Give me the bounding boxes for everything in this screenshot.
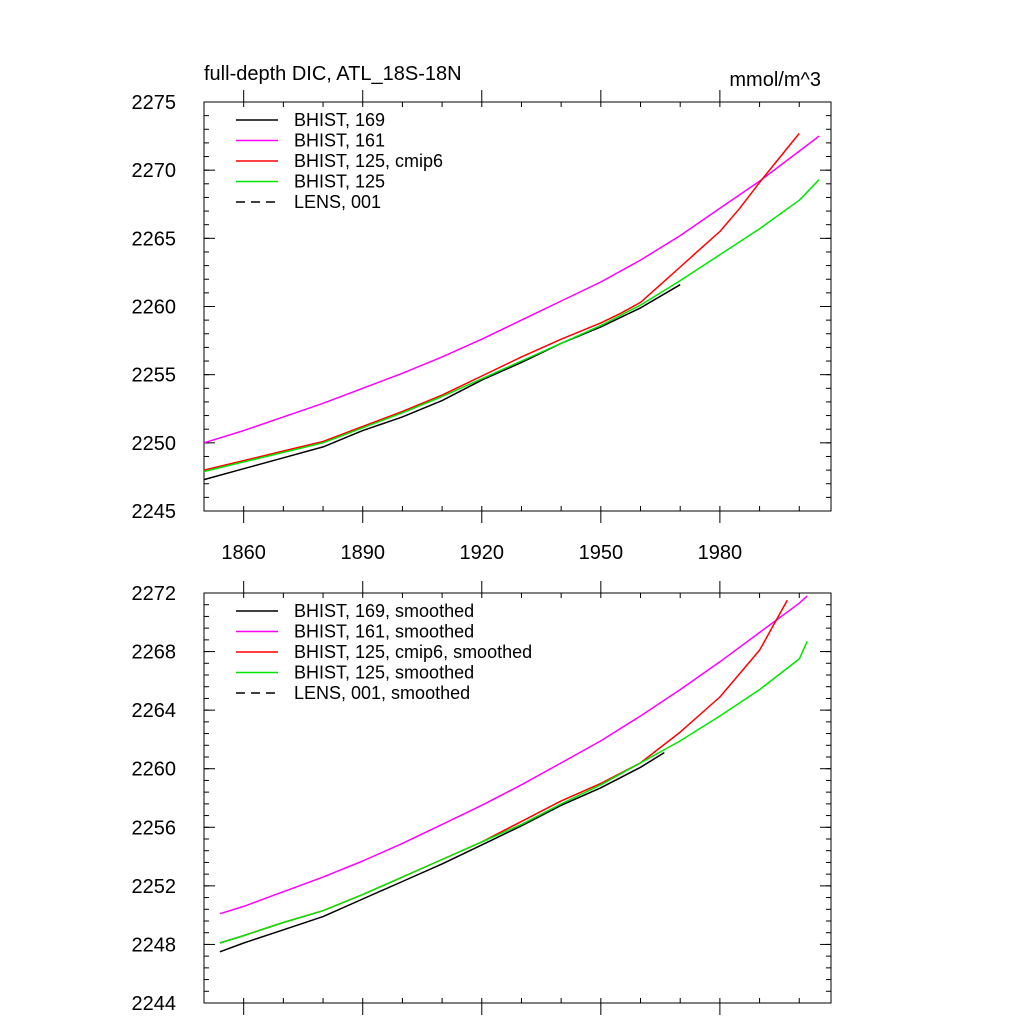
legend-label-0: BHIST, 169, smoothed	[294, 601, 474, 621]
legend-label-3: BHIST, 125, smoothed	[294, 663, 474, 683]
plot-frame	[203, 592, 832, 1004]
y-tick-label: 2248	[132, 934, 177, 956]
series-line-0	[219, 751, 665, 953]
y-tick-label: 2270	[132, 160, 177, 182]
y-tick-label: 2255	[132, 365, 177, 387]
bottom-chart-panel: 2244 2248 2252 2256 2260 2264 2268 2272 BHIST, 1…	[132, 581, 832, 1015]
series-line-2	[203, 132, 800, 471]
y-tick-label: 2272	[132, 583, 177, 605]
x-tick-label: 1890	[340, 542, 385, 564]
y-tick-label: 2256	[132, 817, 177, 839]
y-tick-label: 2252	[132, 876, 177, 898]
series-line-3	[219, 640, 808, 944]
x-tick-label: 1920	[460, 542, 505, 564]
series-line-3	[203, 179, 820, 473]
y-tick-label: 2250	[132, 433, 177, 455]
legend-label-2: BHIST, 125, cmip6	[294, 151, 443, 171]
units-label: mmol/m^3	[729, 69, 821, 91]
top-chart-panel: 1860 1890 1920 1950 1980 2245 2250 2255 2260 2265…	[132, 63, 832, 564]
chart-title: full-depth DIC, ATL_18S-18N	[204, 63, 462, 85]
y-tick-label: 2265	[132, 228, 177, 250]
y-tick-label: 2260	[132, 297, 177, 319]
series-line-0	[203, 284, 681, 481]
series-line-1	[203, 135, 820, 444]
y-tick-label: 2245	[132, 501, 177, 523]
y-tick-label: 2260	[132, 759, 177, 781]
y-tick-label: 2268	[132, 642, 177, 664]
y-tick-label: 2275	[132, 92, 177, 114]
series-line-1	[219, 595, 808, 915]
y-tick-label: 2264	[132, 700, 177, 722]
legend-label-4: LENS, 001	[294, 192, 381, 212]
x-tick-label: 1980	[698, 542, 743, 564]
legend-label-1: BHIST, 161, smoothed	[294, 622, 474, 642]
legend-label-3: BHIST, 125	[294, 172, 385, 192]
x-tick-label: 1950	[579, 542, 624, 564]
legend-label-1: BHIST, 161	[294, 131, 385, 151]
legend-label-4: LENS, 001, smoothed	[294, 683, 470, 703]
legend-label-2: BHIST, 125, cmip6, smoothed	[294, 642, 532, 662]
y-tick-label: 2244	[132, 993, 177, 1015]
x-tick-label: 1860	[221, 542, 266, 564]
legend-label-0: BHIST, 169	[294, 110, 385, 130]
